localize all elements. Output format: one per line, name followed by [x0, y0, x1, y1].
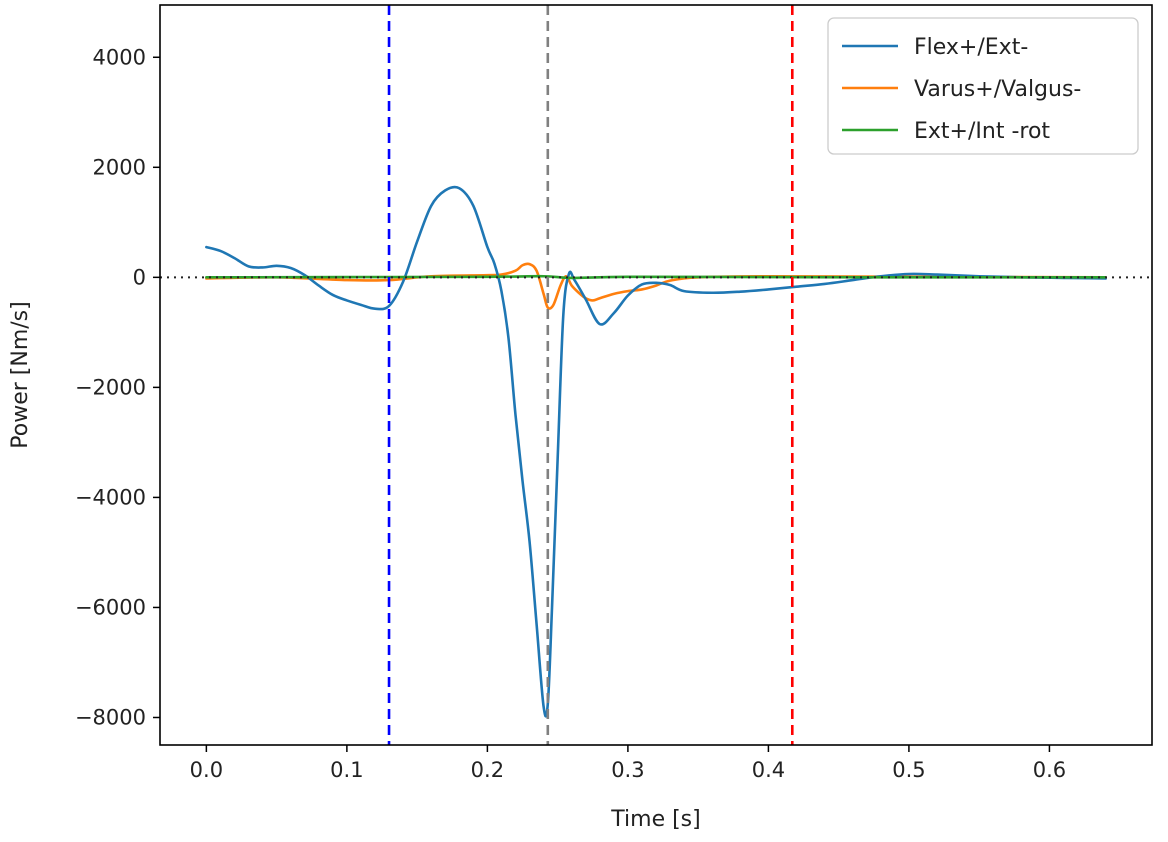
- x-tick-label: 0.6: [1033, 758, 1066, 782]
- legend-label-1: Varus+/Valgus-: [914, 77, 1081, 102]
- y-tick-label: −2000: [75, 375, 146, 399]
- y-axis-label: Power [Nm/s]: [8, 301, 33, 448]
- x-tick-label: 0.5: [892, 758, 925, 782]
- series-line-1: [205, 262, 1107, 310]
- legend-entries: Flex+/Ext- Varus+/Valgus- Ext+/Int -rot: [842, 35, 1081, 144]
- x-axis-ticks: 0.0 0.1 0.2 0.3 0.4 0.5 0.6: [190, 745, 1066, 782]
- y-tick-label: −8000: [75, 705, 146, 729]
- axes-frame: [159, 4, 1153, 746]
- x-tick-label: 0.1: [330, 758, 363, 782]
- series-line-2: [205, 274, 1107, 280]
- y-tick-label: 4000: [93, 45, 146, 69]
- x-axis-label: Time [s]: [610, 807, 700, 832]
- legend: Flex+/Ext- Varus+/Valgus- Ext+/Int -rot: [827, 17, 1139, 155]
- y-tick-label: −4000: [75, 485, 146, 509]
- legend-box: [827, 17, 1139, 155]
- x-tick-label: 0.3: [611, 758, 644, 782]
- y-tick-label: 2000: [93, 155, 146, 179]
- y-tick-label: 0: [133, 265, 146, 289]
- x-tick-label: 0.2: [471, 758, 504, 782]
- x-tick-label: 0.0: [190, 758, 223, 782]
- legend-label-2: Ext+/Int -rot: [914, 119, 1050, 144]
- series-layer: [160, 185, 1152, 718]
- legend-label-0: Flex+/Ext-: [914, 35, 1028, 60]
- vertical-marker-lines: [387, 5, 794, 745]
- y-axis-ticks: 4000 2000 0 −2000 −4000 −6000 −8000: [75, 45, 160, 729]
- y-tick-label: −6000: [75, 595, 146, 619]
- x-tick-label: 0.4: [752, 758, 785, 782]
- series-line-0: [205, 185, 1107, 718]
